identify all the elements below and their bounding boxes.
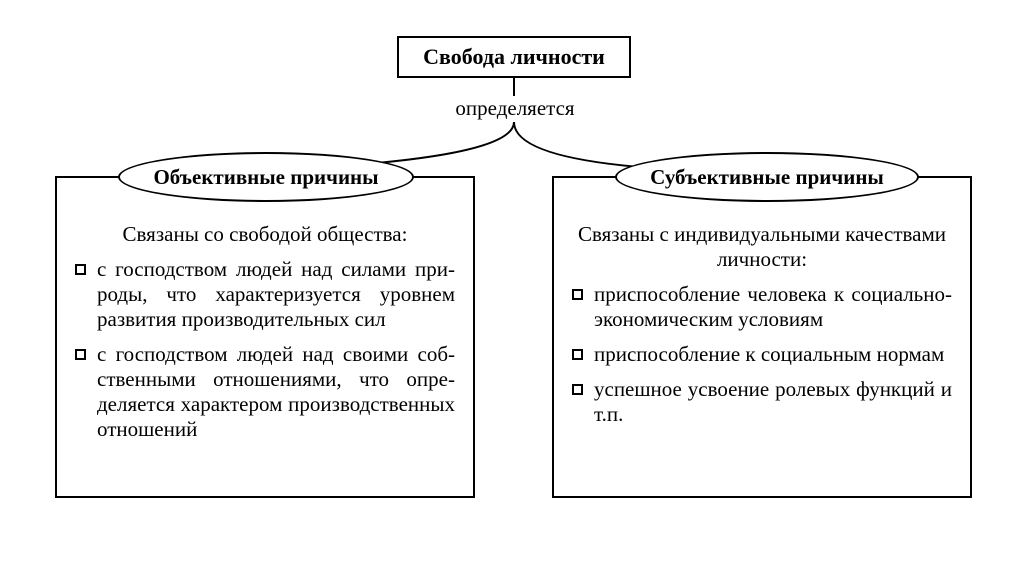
list-item: успешное усвоение ролевых функ­ций и т.п… <box>572 377 952 427</box>
branch-left-items: с господством людей над силами при­роды,… <box>75 257 455 442</box>
root-node: Свобода личности <box>397 36 631 78</box>
list-item: с господством людей над силами при­роды,… <box>75 257 455 332</box>
branch-left-intro: Связаны со свободой общества: <box>75 222 455 247</box>
connector-label: определяется <box>451 96 579 121</box>
branch-title-right-label: Субъективные причины <box>650 165 884 190</box>
diagram-canvas: Свобода личности определяется Связаны со… <box>0 0 1024 574</box>
branch-box-left: Связаны со свободой общества: с господст… <box>55 176 475 498</box>
branch-right-items: приспособление человека к со­циально-эко… <box>572 282 952 427</box>
list-item: с господством людей над своими соб­ствен… <box>75 342 455 442</box>
root-label: Свобода личности <box>423 44 605 69</box>
branch-right-intro: Связаны с индивидуальными качествами лич… <box>572 222 952 272</box>
branch-box-right: Связаны с индивидуальными качествами лич… <box>552 176 972 498</box>
branch-title-left-label: Объективные причины <box>153 165 378 190</box>
list-item: приспособление к социальным нормам <box>572 342 952 367</box>
branch-title-left: Объективные причины <box>118 152 414 202</box>
list-item: приспособление человека к со­циально-эко… <box>572 282 952 332</box>
branch-title-right: Субъективные причины <box>615 152 919 202</box>
